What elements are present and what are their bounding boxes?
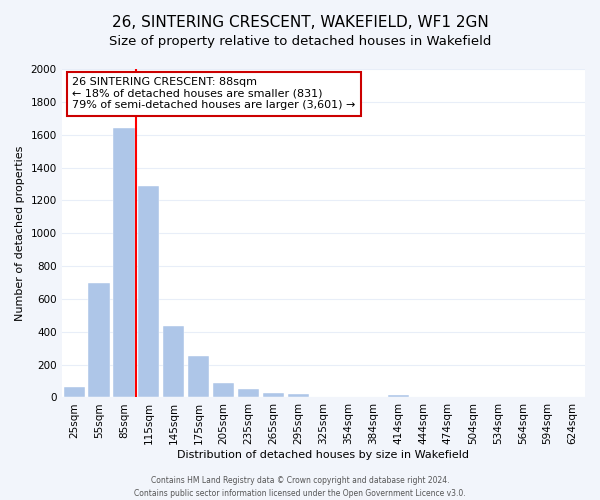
- Text: Size of property relative to detached houses in Wakefield: Size of property relative to detached ho…: [109, 35, 491, 48]
- Bar: [88, 284, 110, 398]
- Bar: [288, 394, 309, 398]
- Bar: [238, 389, 259, 398]
- Bar: [113, 128, 134, 398]
- Text: 26, SINTERING CRESCENT, WAKEFIELD, WF1 2GN: 26, SINTERING CRESCENT, WAKEFIELD, WF1 2…: [112, 15, 488, 30]
- Bar: [64, 387, 85, 398]
- Text: Contains HM Land Registry data © Crown copyright and database right 2024.
Contai: Contains HM Land Registry data © Crown c…: [134, 476, 466, 498]
- Bar: [263, 392, 284, 398]
- Bar: [163, 326, 184, 398]
- Bar: [213, 382, 234, 398]
- Text: 26 SINTERING CRESCENT: 88sqm
← 18% of detached houses are smaller (831)
79% of s: 26 SINTERING CRESCENT: 88sqm ← 18% of de…: [72, 77, 356, 110]
- X-axis label: Distribution of detached houses by size in Wakefield: Distribution of detached houses by size …: [178, 450, 469, 460]
- Bar: [188, 356, 209, 398]
- Bar: [388, 395, 409, 398]
- Y-axis label: Number of detached properties: Number of detached properties: [15, 146, 25, 321]
- Bar: [138, 186, 160, 398]
